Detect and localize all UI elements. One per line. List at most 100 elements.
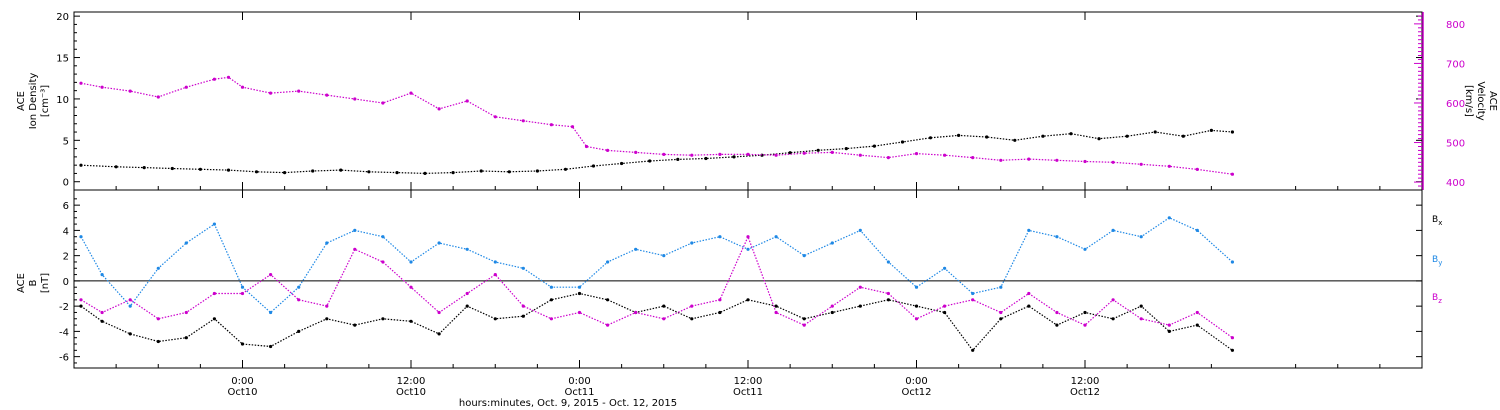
bx-point	[971, 348, 975, 352]
velocity-point	[325, 93, 329, 97]
density-point	[1230, 130, 1234, 134]
bz-point	[409, 285, 413, 289]
bz-point	[999, 310, 1003, 315]
legend-subscript: z	[1438, 297, 1442, 305]
by-point	[662, 254, 666, 258]
by-point	[1167, 216, 1171, 220]
density-point	[339, 168, 343, 172]
bx-point	[240, 342, 245, 346]
velocity-point	[662, 152, 666, 156]
density-point	[1097, 137, 1101, 141]
bx-point	[100, 319, 104, 323]
top-right-axis-title: ACE Velocity [km/s]	[1463, 81, 1498, 120]
by-point	[325, 241, 329, 245]
bz-point	[830, 304, 834, 308]
velocity-point	[184, 85, 188, 89]
bx-point	[577, 291, 582, 296]
density-point	[648, 159, 652, 163]
by-point	[493, 260, 497, 264]
bx-point	[212, 317, 216, 321]
density-point	[928, 136, 933, 140]
x-tick-time-5: 12:00	[1071, 376, 1100, 387]
velocity-series-line	[80, 76, 1233, 175]
bx-point	[999, 317, 1003, 321]
velocity-point	[746, 152, 750, 156]
velocity-point	[381, 101, 385, 105]
bx-point	[409, 319, 413, 323]
bx-point	[521, 314, 525, 318]
field-tick-label-6: 6	[63, 201, 69, 212]
legend-base: B	[1432, 215, 1438, 225]
legend-subscript: x	[1438, 219, 1442, 227]
density-point	[788, 151, 792, 155]
density-point	[620, 161, 624, 166]
bz-point	[212, 291, 216, 296]
velocity-point	[128, 89, 132, 93]
by-point	[381, 235, 385, 239]
velocity-point	[549, 123, 554, 127]
legend-entry-by: By	[1432, 255, 1442, 267]
by-point	[999, 285, 1003, 289]
bz-point	[943, 304, 947, 308]
bx-point	[858, 304, 862, 308]
bz-point	[437, 310, 441, 315]
by-point	[100, 273, 104, 277]
bx-point	[662, 304, 666, 308]
density-tick-label-3: 15	[56, 54, 69, 65]
x-tick-date-4: Oct12	[901, 387, 931, 398]
bz-point	[128, 298, 132, 302]
bx-point	[156, 339, 160, 344]
density-point	[957, 133, 961, 137]
bx-point	[774, 304, 778, 308]
velocity-axis-title-line1: ACE	[1487, 91, 1498, 111]
bz-point	[549, 317, 554, 321]
density-point	[816, 148, 820, 152]
velocity-point	[943, 153, 947, 157]
field-tick-label-4: 2	[63, 252, 69, 263]
bz-point	[718, 298, 722, 302]
legend-subscript: y	[1438, 259, 1442, 267]
velocity-point	[971, 156, 975, 160]
field-tick-label-3: 0	[63, 277, 69, 288]
bz-point	[634, 310, 638, 315]
velocity-point	[409, 91, 413, 95]
by-series-line	[80, 217, 1233, 314]
velocity-point	[718, 152, 722, 156]
bz-point	[1111, 298, 1115, 302]
by-point	[240, 285, 245, 289]
velocity-point	[802, 151, 806, 155]
velocity-point	[886, 156, 891, 160]
bz-point	[914, 317, 919, 321]
velocity-point	[914, 152, 919, 156]
velocity-point	[226, 75, 231, 79]
bx-point	[325, 317, 329, 321]
field-tick-label-5: 4	[63, 226, 69, 237]
x-tick-time-0: 0:00	[231, 376, 253, 387]
velocity-point	[156, 95, 160, 99]
velocity-point	[212, 77, 216, 81]
velocity-point	[1027, 157, 1031, 161]
top-left-axis: 0 5 10 15 20	[56, 12, 1422, 189]
density-point	[704, 156, 708, 161]
bx-point	[437, 332, 441, 336]
x-tick-time-2: 0:00	[568, 376, 590, 387]
x-tick-time-3: 12:00	[734, 376, 763, 387]
field-tick-label-1: -4	[59, 327, 69, 338]
density-point	[563, 167, 568, 171]
density-point	[900, 140, 905, 144]
bottom-plot-frame	[73, 189, 1423, 369]
x-axis: 0:00Oct1012:00Oct100:00Oct1112:00Oct110:…	[115, 12, 1381, 398]
density-axis-title-line3: [cm⁻³]	[40, 85, 51, 117]
density-series	[79, 128, 1234, 175]
bx-point	[269, 344, 273, 349]
density-point	[1125, 134, 1129, 138]
by-point	[1195, 228, 1199, 232]
legend-base: B	[1432, 255, 1438, 265]
top-panel: 0 5 10 15 20 400 500 600 700 800 ACE Ion Density…	[16, 11, 1498, 191]
bz-point	[1230, 336, 1234, 340]
field-tick-label-0: -6	[59, 353, 69, 364]
by-point	[1083, 247, 1087, 251]
bz-point	[79, 298, 83, 302]
velocity-point	[1167, 164, 1171, 168]
